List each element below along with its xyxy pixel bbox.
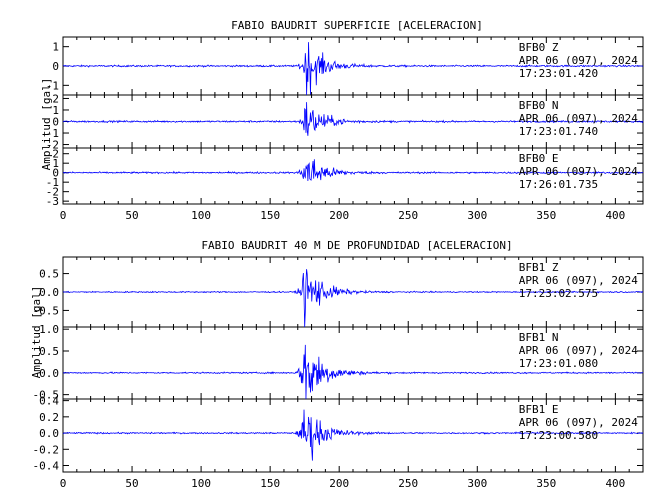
y-tick-label: 1 <box>52 104 59 117</box>
x-tick-label: 100 <box>191 209 211 222</box>
x-tick-label: 200 <box>329 209 349 222</box>
y-tick-label: 2 <box>52 92 59 105</box>
station-label: BFB1 N <box>519 331 559 344</box>
y-tick-label: -1 <box>46 79 59 92</box>
waveform-trace-BFB0-E <box>62 159 644 181</box>
y-tick-label: 1.0 <box>39 323 59 336</box>
y-tick-label: 2 <box>52 148 59 161</box>
date-label: APR 06 (097), 2024 <box>519 274 639 287</box>
y-tick-label: -0.5 <box>33 389 60 402</box>
y-tick-label: -1 <box>46 127 59 140</box>
time-label: 17:23:02.575 <box>519 287 598 300</box>
x-tick-label: 300 <box>467 209 487 222</box>
y-tick-label: -3 <box>46 195 59 208</box>
x-tick-label: 150 <box>260 209 280 222</box>
time-label: 17:26:01.735 <box>519 178 598 191</box>
station-label: BFB0 Z <box>519 41 559 54</box>
x-tick-label: 200 <box>329 477 349 490</box>
waveform-trace-BFB1-E <box>62 409 644 461</box>
y-tick-label: -2 <box>46 139 59 152</box>
x-tick-label: 0 <box>60 477 67 490</box>
x-tick-label: 400 <box>605 209 625 222</box>
x-tick-label: 0 <box>60 209 67 222</box>
date-label: APR 06 (097), 2024 <box>519 112 639 125</box>
x-tick-label: 150 <box>260 477 280 490</box>
waveform-trace-BFB1-Z <box>62 269 644 328</box>
waveform-trace-BFB1-N <box>62 344 644 400</box>
axes-layer <box>62 36 644 473</box>
y-tick-label: -2 <box>46 186 59 199</box>
x-tick-label: 250 <box>398 477 418 490</box>
time-label: 17:23:01.740 <box>519 125 598 138</box>
station-label: BFB0 E <box>519 152 559 165</box>
date-label: APR 06 (097), 2024 <box>519 54 639 67</box>
date-label: APR 06 (097), 2024 <box>519 416 639 429</box>
y-tick-label: 0 <box>52 60 59 73</box>
labels-layer: FABIO BAUDRIT SUPERFICIE [ACELERACION] F… <box>30 19 638 490</box>
x-tick-label: 400 <box>605 477 625 490</box>
chart-title-surface: FABIO BAUDRIT SUPERFICIE [ACELERACION] <box>231 19 483 32</box>
y-axis-label-depth: Amplitud [gal] <box>30 286 43 379</box>
time-label: 17:23:00.580 <box>519 429 598 442</box>
y-tick-label: 0 <box>52 167 59 180</box>
y-tick-label: 0.5 <box>39 345 59 358</box>
y-tick-label: -0.2 <box>33 443 60 456</box>
y-tick-label: 0.4 <box>39 395 59 408</box>
y-tick-label: 0.0 <box>39 427 59 440</box>
y-tick-label: 1 <box>52 157 59 170</box>
y-tick-label: -0.5 <box>33 304 60 317</box>
time-label: 17:23:01.420 <box>519 67 598 80</box>
y-tick-label: 0 <box>52 116 59 129</box>
traces-layer <box>62 42 644 461</box>
station-label: BFB1 E <box>519 403 559 416</box>
y-tick-label: 0.0 <box>39 286 59 299</box>
chart-title-depth: FABIO BAUDRIT 40 M DE PROFUNDIDAD [ACELE… <box>201 239 512 252</box>
y-axis-label-surface: Amplitud [gal] <box>40 78 53 171</box>
x-tick-label: 250 <box>398 209 418 222</box>
y-tick-label: 0.5 <box>39 268 59 281</box>
y-tick-label: 0.2 <box>39 411 59 424</box>
waveform-trace-BFB0-Z <box>62 42 644 96</box>
station-label: BFB0 N <box>519 99 559 112</box>
x-tick-label: 100 <box>191 477 211 490</box>
date-label: APR 06 (097), 2024 <box>519 165 639 178</box>
x-tick-label: 50 <box>125 477 138 490</box>
y-tick-label: 1 <box>52 41 59 54</box>
station-label: BFB1 Z <box>519 261 559 274</box>
y-tick-label: 0.0 <box>39 367 59 380</box>
x-tick-label: 350 <box>536 209 556 222</box>
waveform-trace-BFB0-N <box>62 102 644 136</box>
date-label: APR 06 (097), 2024 <box>519 344 639 357</box>
y-tick-label: -1 <box>46 176 59 189</box>
x-tick-label: 350 <box>536 477 556 490</box>
y-tick-label: -0.4 <box>33 460 60 473</box>
x-tick-label: 50 <box>125 209 138 222</box>
x-tick-label: 300 <box>467 477 487 490</box>
time-label: 17:23:01.080 <box>519 357 598 370</box>
